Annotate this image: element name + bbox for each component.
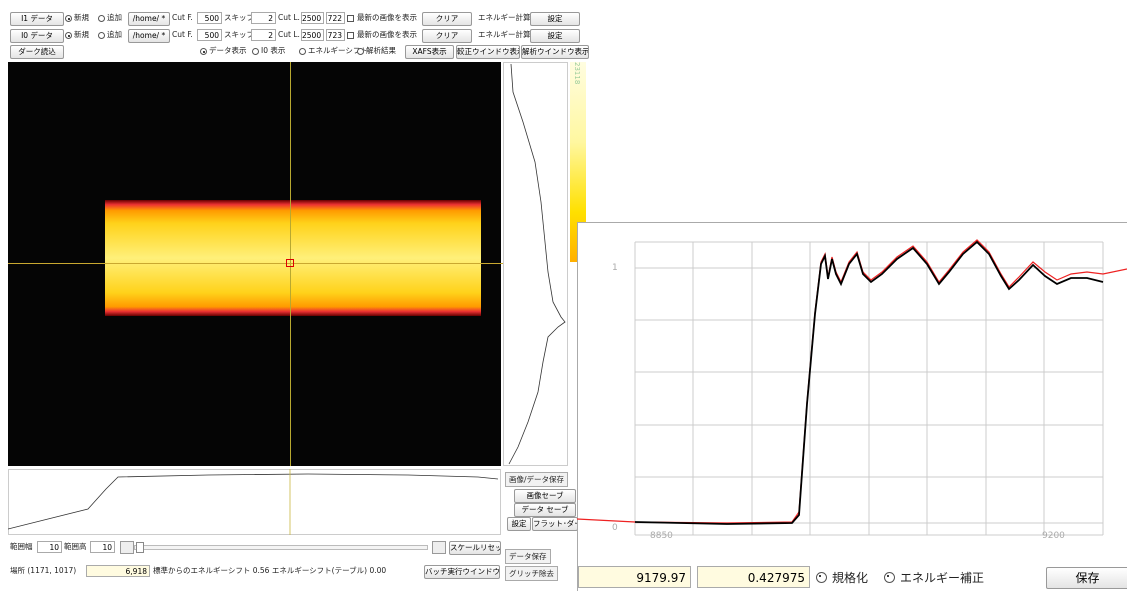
pixel-value: 6,918 <box>86 565 150 577</box>
field: 722 <box>326 12 345 24</box>
label: Cut L. <box>278 11 300 24</box>
radio[interactable] <box>299 48 306 55</box>
label: I0 表示 <box>261 44 285 57</box>
label: スキップ <box>224 28 254 41</box>
y-label: 1 <box>612 262 618 275</box>
radio[interactable] <box>200 48 207 55</box>
radio[interactable] <box>357 48 364 55</box>
save-button[interactable]: 保存 <box>1046 567 1127 589</box>
field: 723 <box>326 29 345 41</box>
label: エネルギー計算 <box>478 11 531 24</box>
field[interactable]: 500 <box>197 29 222 41</box>
label: エネルギー補正 <box>900 570 984 586</box>
batch-button[interactable]: バッチ実行ウインドウ表示 <box>424 565 500 579</box>
label: 追加 <box>107 11 122 24</box>
x-label: 9200 <box>1042 530 1065 543</box>
radio[interactable] <box>884 572 895 583</box>
label: 新規 <box>74 11 89 24</box>
settings-button[interactable]: 設定 <box>530 12 580 26</box>
label: Cut L. <box>278 28 300 41</box>
label: 最新の画像を表示 <box>357 28 417 41</box>
button[interactable]: 設定 <box>507 517 531 531</box>
data-button[interactable]: I1 データ <box>10 12 64 26</box>
field[interactable]: 2500 <box>301 12 324 24</box>
horizontal-profile-line <box>8 469 501 535</box>
tab[interactable]: データ保存 <box>505 549 551 564</box>
field[interactable]: 2 <box>251 29 276 41</box>
button[interactable]: データ セーブ <box>514 503 576 517</box>
checkbox[interactable] <box>347 15 354 22</box>
colorbar-max: 23118 <box>570 62 583 84</box>
settings-button[interactable]: 設定 <box>530 29 580 43</box>
button[interactable]: フラット･ダー <box>532 517 578 531</box>
beam-image <box>105 200 481 316</box>
radio[interactable] <box>65 15 72 22</box>
location: 場所 (1171, 1017) <box>10 564 76 577</box>
radio[interactable] <box>65 32 72 39</box>
slider-thumb[interactable] <box>136 542 144 553</box>
field[interactable]: 10 <box>90 541 115 553</box>
path-field[interactable]: /home/ * <box>128 12 170 26</box>
xafs-button[interactable]: XAFS表示 <box>405 45 454 59</box>
label: データ表示 <box>209 44 247 57</box>
slider-left[interactable] <box>120 541 134 554</box>
label: スキップ <box>224 11 254 24</box>
shift-text: 標準からのエネルギーシフト 0.56 エネルギーシフト(テーブル) 0.00 <box>153 564 386 577</box>
field[interactable]: 2500 <box>301 29 324 41</box>
button[interactable]: 較正ウインドウ表示 <box>456 45 520 59</box>
button[interactable]: 解析ウインドウ表示 <box>521 45 589 59</box>
label: Cut F. <box>172 11 193 24</box>
intensity-field[interactable]: 0.427975 <box>697 566 810 588</box>
label: 最新の画像を表示 <box>357 11 417 24</box>
scale-reset-button[interactable]: スケールリセット <box>449 541 501 555</box>
tab[interactable]: 画像/データ保存 <box>505 472 568 487</box>
clear-button[interactable]: クリア <box>422 12 472 26</box>
label: 範囲幅 <box>10 540 33 553</box>
clear-button[interactable]: クリア <box>422 29 472 43</box>
field[interactable]: 2 <box>251 12 276 24</box>
slider[interactable] <box>134 545 428 550</box>
radio[interactable] <box>98 32 105 39</box>
label: 範囲高 <box>64 540 87 553</box>
label: エネルギー計算 <box>478 28 531 41</box>
label: 新規 <box>74 28 89 41</box>
radio[interactable] <box>98 15 105 22</box>
dark-load-button[interactable]: ダーク読込 <box>10 45 64 59</box>
data-button[interactable]: I0 データ <box>10 29 64 43</box>
field[interactable]: 10 <box>37 541 62 553</box>
field[interactable]: 500 <box>197 12 222 24</box>
app: I1 データ 新規 追加 /home/ * Cut F. 500 スキップ 2 … <box>0 0 1127 591</box>
tab[interactable]: グリッチ除去 <box>505 566 558 581</box>
label: Cut F. <box>172 28 193 41</box>
label: 規格化 <box>832 570 868 586</box>
energy-field[interactable]: 9179.97 <box>578 566 691 588</box>
button[interactable]: 画像セーブ <box>514 489 576 503</box>
slider-right[interactable] <box>432 541 446 554</box>
checkbox[interactable] <box>347 32 354 39</box>
xafs-plot <box>577 222 1127 562</box>
y-label: 0 <box>612 522 618 535</box>
path-field[interactable]: /home/ * <box>128 29 170 43</box>
x-label: 8850 <box>650 530 673 543</box>
vertical-profile-line <box>503 62 568 466</box>
radio[interactable] <box>816 572 827 583</box>
radio[interactable] <box>252 48 259 55</box>
label: 解析結果 <box>366 44 396 57</box>
cursor-box <box>286 259 294 267</box>
label: 追加 <box>107 28 122 41</box>
